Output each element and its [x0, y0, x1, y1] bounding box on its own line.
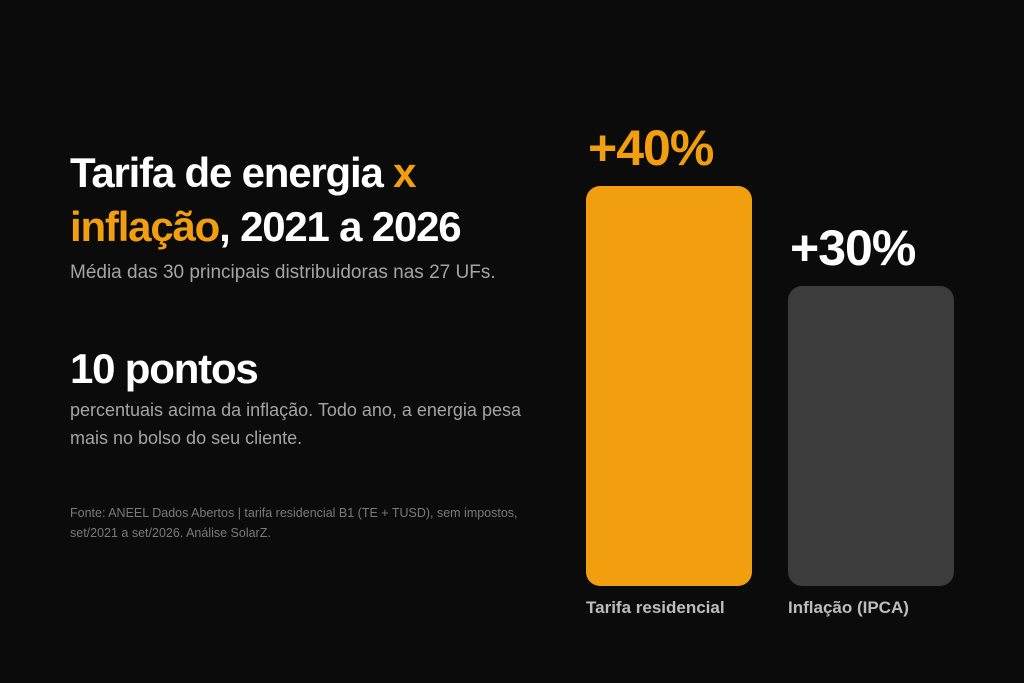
source-note: Fonte: ANEEL Dados Abertos | tarifa resi… [70, 506, 518, 540]
page-title: Tarifa de energia x inflação, 2021 a 2026 [70, 146, 570, 254]
category-label-tarifa: Tarifa residencial [586, 598, 725, 617]
title-part-2: x [393, 149, 416, 196]
value-label-inflacao: +30% [790, 220, 916, 276]
highlight-description: percentuais acima da inflação. Todo ano,… [70, 400, 521, 448]
value-label-tarifa: +40% [588, 120, 714, 176]
title-part-1: Tarifa de energia [70, 149, 394, 196]
title-part-3: inflação [70, 203, 220, 250]
subtitle: Média das 30 principais distribuidoras n… [70, 262, 496, 283]
category-label-inflacao: Inflação (IPCA) [788, 598, 909, 617]
title-part-4: , 2021 a 2026 [219, 203, 462, 250]
highlight-value: 10 pontos [70, 345, 259, 392]
bar-tarifa-residencial [586, 186, 752, 586]
bar-inflacao-ipca [788, 286, 954, 586]
